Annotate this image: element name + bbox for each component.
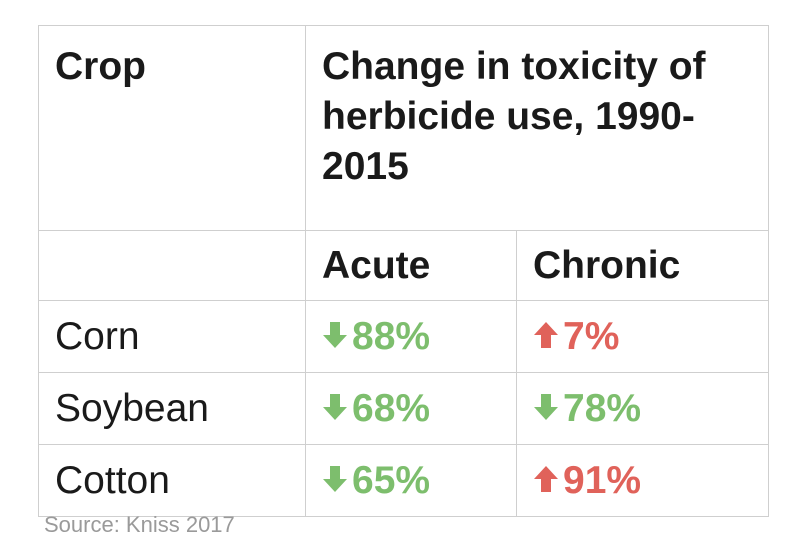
arrow-down (323, 322, 347, 349)
arrow-shape (534, 466, 558, 493)
value-cell: 7% (516, 300, 769, 373)
header-cell: Change in toxicity of herbicide use, 199… (305, 25, 769, 231)
crop-cell: Corn (38, 300, 306, 373)
change-text: 91% (563, 458, 642, 502)
arrow-shape (323, 466, 347, 493)
change-text: 7% (563, 314, 620, 358)
arrow-down (323, 466, 347, 493)
data-row: Soybean 68% 78% (38, 372, 769, 445)
subheader-row: Acute Chronic (38, 230, 769, 301)
data-row: Corn 88% 7% (38, 300, 769, 373)
change-value: 68% (322, 387, 430, 430)
arrow-down (323, 394, 347, 421)
crop-cell: Soybean (38, 372, 306, 445)
toxicity-table: Crop Change in toxicity of herbicide use… (38, 25, 769, 517)
source-note: Source: Kniss 2017 (44, 512, 235, 537)
change-text: 78% (563, 386, 642, 430)
arrow-up (534, 466, 558, 493)
crop-cell: Cotton (38, 444, 306, 517)
subheader-cell: Chronic (516, 230, 769, 301)
value-cell: 65% (305, 444, 517, 517)
header-row: Crop Change in toxicity of herbicide use… (38, 25, 769, 231)
arrow-shape (534, 394, 558, 421)
value-cell: 91% (516, 444, 769, 517)
arrow-up (534, 322, 558, 349)
value-cell: 68% (305, 372, 517, 445)
value-cell: 78% (516, 372, 769, 445)
arrow-down (534, 394, 558, 421)
change-text: 68% (352, 386, 431, 430)
arrow-shape (323, 394, 347, 421)
change-text: 65% (352, 458, 431, 502)
data-row: Cotton 65% 91% (38, 444, 769, 517)
empty-cell (38, 230, 306, 301)
arrow-shape (323, 322, 347, 349)
value-cell: 88% (305, 300, 517, 373)
arrow-shape (534, 322, 558, 349)
subheader-cell: Acute (305, 230, 517, 301)
change-value: 7% (533, 315, 619, 358)
change-value: 78% (533, 387, 641, 430)
header-cell: Crop (38, 25, 306, 231)
change-value: 65% (322, 459, 430, 502)
change-text: 88% (352, 314, 431, 358)
change-value: 88% (322, 315, 430, 358)
change-value: 91% (533, 459, 641, 502)
header-text: Change in toxicity of herbicide use, 199… (322, 45, 706, 188)
